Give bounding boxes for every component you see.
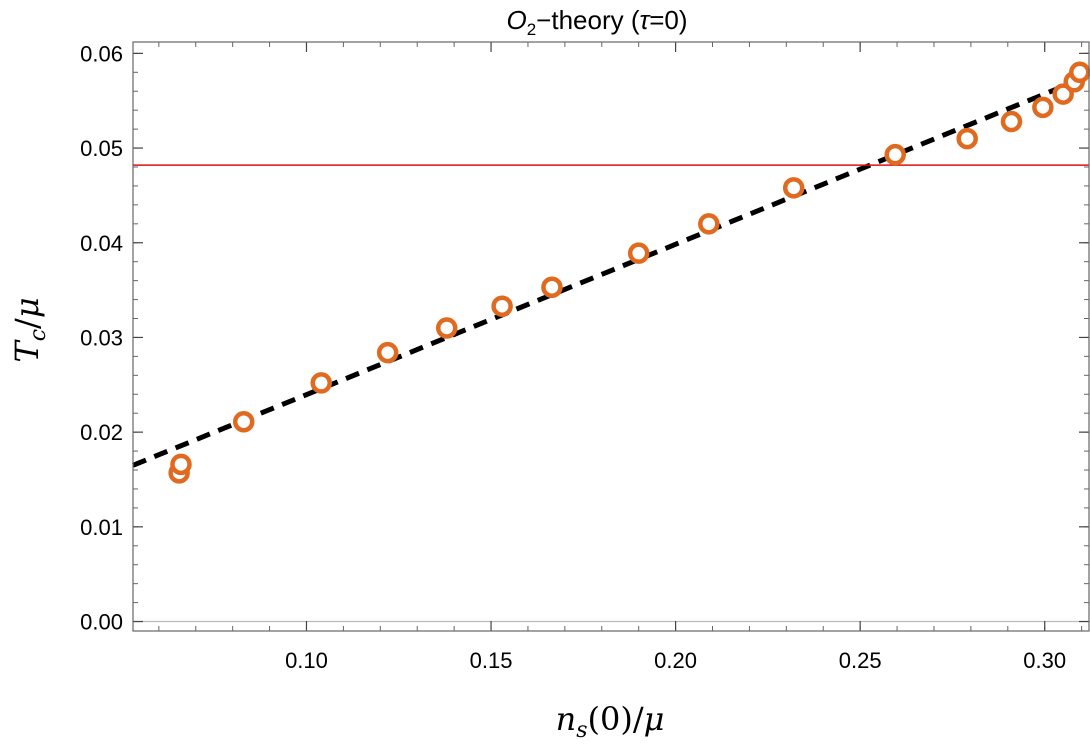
x-tick-label: 0.25	[839, 648, 882, 673]
plot-frame	[132, 41, 1090, 632]
data-point	[627, 242, 650, 264]
data-point	[435, 317, 458, 339]
title-main: O	[506, 5, 526, 35]
x-label-rest: (0)/	[588, 700, 644, 738]
data-point	[1032, 96, 1054, 119]
y-tick-label: 0.04	[80, 231, 123, 256]
chart-title: O2−theory (τ=0)	[506, 5, 687, 39]
y-label-T: T	[8, 339, 46, 363]
title-sub: 2	[527, 20, 536, 39]
x-label-sub: s	[576, 718, 587, 743]
data-point	[1000, 110, 1023, 133]
x-tick-label: 0.20	[654, 648, 697, 673]
x-tick-label: 0.10	[285, 648, 328, 673]
data-point	[541, 276, 563, 299]
data-point	[698, 213, 720, 235]
data-point	[956, 127, 978, 150]
y-tick-label: 0.06	[80, 41, 123, 66]
data-point	[884, 143, 906, 166]
title-tail: =0)	[649, 5, 687, 35]
data-point	[232, 410, 255, 433]
x-axis-label: ns(0)/μ	[556, 700, 665, 743]
y-tick-label: 0.00	[80, 610, 123, 635]
y-tick-label: 0.03	[80, 325, 123, 350]
x-label-mu: μ	[644, 700, 665, 738]
y-tick-label: 0.05	[80, 136, 123, 161]
plot-area: 0.10 0.15 0.20 0.25 0.30 0.00 0.01 0.02 0.03 0.04…	[80, 41, 1090, 673]
data-point	[782, 177, 805, 199]
data-point	[491, 295, 513, 317]
y-label-mu: μ	[8, 297, 46, 318]
fit-line	[132, 76, 1083, 468]
y-axis-label: Tc/μ	[8, 297, 51, 362]
x-label-n: n	[556, 700, 577, 738]
data-point	[1069, 61, 1090, 84]
title-rest: −theory (	[536, 5, 640, 35]
title-greek: τ	[639, 5, 651, 35]
data-point	[170, 453, 192, 476]
data-point	[376, 341, 399, 364]
x-tick-label: 0.15	[470, 648, 513, 673]
x-tick-label: 0.30	[1023, 648, 1066, 673]
y-label-rest: /	[8, 318, 46, 329]
data-point	[310, 372, 332, 394]
y-tick-label: 0.01	[80, 515, 123, 540]
y-label-sub: c	[26, 329, 51, 341]
y-tick-label: 0.02	[80, 420, 123, 445]
